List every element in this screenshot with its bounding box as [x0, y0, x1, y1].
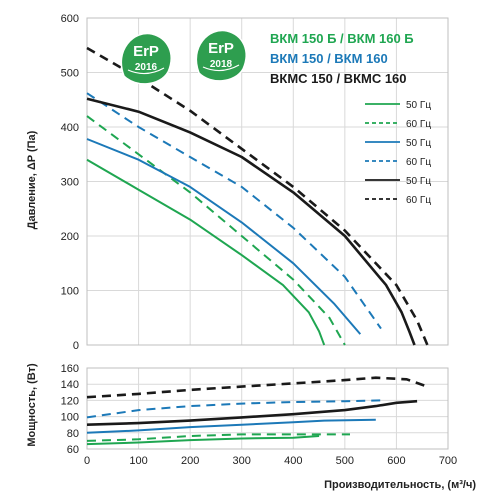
erp-badges: ErP 2016 ErP 2018 [120, 29, 247, 85]
power-y-tick-label: 140 [61, 379, 79, 391]
pressure-y-tick-label: 600 [61, 13, 79, 25]
power-series-line [86, 433, 350, 442]
badge-swoosh [202, 64, 240, 72]
power-series-line [86, 376, 428, 399]
pressure-y-tick-label: 300 [61, 177, 79, 189]
power-y-tick-label: 120 [61, 395, 79, 407]
badge-label: ErP [133, 43, 159, 60]
axis-tick-labels: 0 100 200 300 400 500 600 0 100 200 300 400 500 600 70… [61, 13, 458, 467]
pressure-y-tick-label: 500 [61, 68, 79, 80]
erp-2016-badge: ErP 2016 [120, 32, 172, 85]
power-y-tick-label: 160 [61, 363, 79, 375]
x-tick-label: 100 [129, 455, 147, 467]
power-series-line [86, 399, 418, 426]
pressure-series-lines [86, 46, 429, 346]
legend-label: 50 Гц [406, 138, 431, 149]
legend-group-heading: ВКМС 150 / ВКМС 160 [270, 71, 407, 86]
badge-year: 2016 [135, 62, 158, 73]
badge-year: 2018 [210, 59, 233, 70]
badge-swoosh [127, 67, 165, 75]
x-tick-label: 300 [233, 455, 251, 467]
x-tick-label: 700 [439, 455, 457, 467]
legend-label: 50 Гц [406, 176, 431, 187]
power-series-line [86, 418, 376, 434]
pressure-plot-frame [86, 17, 449, 346]
power-series-line [86, 399, 382, 419]
badge-label: ErP [208, 40, 234, 57]
power-y-tick-label: 60 [67, 444, 79, 456]
pressure-series-line [86, 97, 416, 346]
legend-label: 60 Гц [406, 119, 431, 130]
legend-group-heading: ВКМ 150 / ВКМ 160 [270, 51, 388, 66]
legend-group-heading: ВКМ 150 Б / ВКМ 160 Б [270, 31, 414, 46]
power-y-tick-label: 80 [67, 428, 79, 440]
pressure-series-line [86, 158, 326, 346]
legend-group-headings: ВКМ 150 Б / ВКМ 160 Б ВКМ 150 / ВКМ 160 ВК… [270, 31, 414, 86]
legend-label: 60 Гц [406, 157, 431, 168]
x-tick-label: 200 [181, 455, 199, 467]
pressure-plot-grid [86, 17, 449, 346]
pressure-series-line [86, 92, 382, 330]
power-series-lines [86, 376, 428, 446]
x-tick-label: 600 [387, 455, 405, 467]
pressure-y-tick-label: 0 [73, 340, 79, 352]
pressure-series-line [86, 115, 346, 346]
power-axis-title: Мощность, (Вт) [26, 363, 38, 447]
x-tick-label: 400 [284, 455, 302, 467]
power-plot-frame [86, 367, 449, 450]
pressure-series-line [86, 46, 429, 346]
power-y-tick-label: 100 [61, 412, 79, 424]
legend-label: 50 Гц [406, 100, 431, 111]
legend-label: 60 Гц [406, 195, 431, 206]
line-legend: 50 Гц 60 Гц 50 Гц 60 Гц 50 Гц 60 Гц [365, 100, 431, 206]
pressure-y-tick-label: 100 [61, 286, 79, 298]
pressure-series-line [86, 138, 362, 335]
erp-2018-badge: ErP 2018 [195, 29, 247, 82]
power-plot-grid [86, 367, 449, 450]
x-tick-label: 500 [336, 455, 354, 467]
pressure-axis-title: Давление, ΔP (Па) [26, 130, 38, 229]
pressure-y-tick-label: 200 [61, 231, 79, 243]
x-axis-title: Производительность, (м³/ч) [324, 479, 476, 491]
power-series-line [86, 435, 320, 446]
pressure-y-tick-label: 400 [61, 122, 79, 134]
x-tick-label: 0 [84, 455, 90, 467]
